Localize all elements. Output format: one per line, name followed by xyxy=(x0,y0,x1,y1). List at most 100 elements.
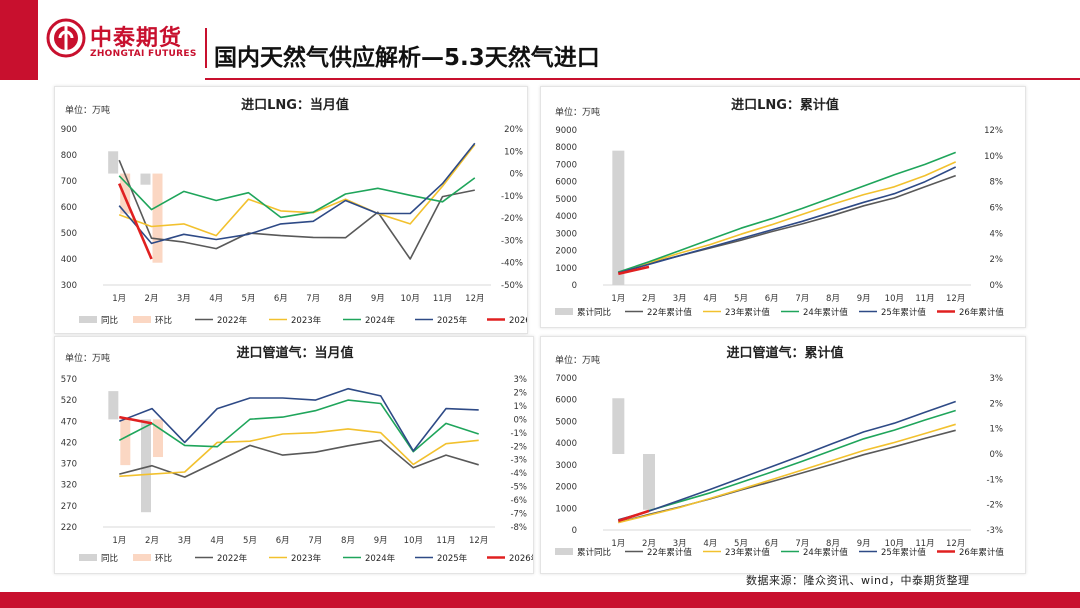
legend-label: 环比 xyxy=(155,315,172,326)
series-line-2023年 xyxy=(118,144,476,237)
x-tick-label: 6月 xyxy=(276,536,290,546)
y-tick-label: 800 xyxy=(61,151,77,161)
source-note: 数据来源：隆众资讯、wind，中泰期货整理 xyxy=(746,574,970,587)
y2-tick-label: 4% xyxy=(990,229,1004,239)
legend-label: 25年累计值 xyxy=(881,547,926,558)
x-tick-label: 11月 xyxy=(915,539,934,549)
y-tick-label: 500 xyxy=(61,229,77,239)
y2-tick-label: -6% xyxy=(510,496,527,506)
y2-tick-label: -50% xyxy=(501,281,523,291)
legend-swatch xyxy=(79,316,97,323)
x-tick-label: 10月 xyxy=(885,294,904,304)
y-tick-label: 700 xyxy=(61,177,77,187)
y-tick-label: 420 xyxy=(61,438,77,448)
legend-label: 26年累计值 xyxy=(959,307,1004,318)
y2-tick-label: 0% xyxy=(990,281,1004,291)
y2-tick-label: -10% xyxy=(501,192,523,202)
y-tick-label: 600 xyxy=(61,203,77,213)
y2-tick-label: -40% xyxy=(501,259,523,269)
y2-tick-label: -4% xyxy=(510,469,527,479)
bar-环比 xyxy=(120,419,131,466)
x-tick-label: 6月 xyxy=(765,539,779,549)
legend-label: 2026年 xyxy=(509,315,527,326)
x-tick-label: 6月 xyxy=(274,294,288,304)
legend-label: 环比 xyxy=(155,553,172,564)
y-tick-label: 7000 xyxy=(555,374,577,384)
y2-tick-label: 2% xyxy=(514,388,528,398)
y-tick-label: 4000 xyxy=(555,439,577,449)
y-tick-label: 5000 xyxy=(555,417,577,427)
series-line-2024年 xyxy=(118,399,479,453)
series-line-22年累计值 xyxy=(618,429,956,524)
y-tick-label: 900 xyxy=(61,125,77,135)
y2-tick-label: 0% xyxy=(514,415,528,425)
y-tick-label: 3000 xyxy=(555,229,577,239)
y2-tick-label: -7% xyxy=(510,510,527,520)
bar-环比 xyxy=(152,173,163,263)
legend-label: 24年累计值 xyxy=(803,307,848,318)
x-tick-label: 6月 xyxy=(765,294,779,304)
y-tick-label: 370 xyxy=(61,460,77,470)
y-tick-label: 220 xyxy=(61,523,77,533)
y2-tick-label: 1% xyxy=(990,425,1004,435)
legend-label: 累计同比 xyxy=(577,307,611,318)
x-tick-label: 12月 xyxy=(469,536,488,546)
x-tick-label: 9月 xyxy=(371,294,385,304)
brand-name: 中泰期货 xyxy=(90,26,183,51)
y-tick-label: 9000 xyxy=(555,126,577,136)
x-tick-label: 1月 xyxy=(112,294,126,304)
chart-title: 进口LNG：当月值 xyxy=(241,97,349,113)
legend-swatch xyxy=(555,308,573,315)
series-line-2022年 xyxy=(118,159,475,260)
page-title: 国内天然气供应解析—5.3天然气进口 xyxy=(214,45,600,71)
x-tick-label: 8月 xyxy=(826,539,840,549)
y-tick-label: 320 xyxy=(61,481,77,491)
y-tick-label: 1000 xyxy=(555,504,577,514)
x-tick-label: 1月 xyxy=(611,539,625,549)
series-line-24年累计值 xyxy=(618,151,956,273)
legend-label: 同比 xyxy=(101,315,118,326)
legend-label: 2022年 xyxy=(217,315,248,326)
series-line-2025年 xyxy=(118,142,476,245)
chart-title: 进口管道气：累计值 xyxy=(726,345,843,361)
legend-label: 2025年 xyxy=(437,315,468,326)
y-tick-label: 6000 xyxy=(555,178,577,188)
legend-label: 2023年 xyxy=(291,553,322,564)
unit-label: 单位：万吨 xyxy=(65,352,110,364)
x-tick-label: 12月 xyxy=(465,294,484,304)
series-line-25年累计值 xyxy=(618,166,957,274)
y-tick-label: 6000 xyxy=(555,396,577,406)
unit-label: 单位：万吨 xyxy=(555,354,600,366)
y-tick-label: 3000 xyxy=(555,461,577,471)
legend-swatch xyxy=(555,548,573,555)
x-tick-label: 5月 xyxy=(734,294,748,304)
y2-tick-label: -1% xyxy=(510,429,527,439)
x-tick-label: 3月 xyxy=(673,294,687,304)
bar-环比 xyxy=(120,173,131,214)
x-tick-label: 5月 xyxy=(242,294,256,304)
x-tick-label: 11月 xyxy=(915,294,934,304)
series-line-2024年 xyxy=(118,175,476,219)
x-tick-label: 10月 xyxy=(404,536,423,546)
legend-label: 2022年 xyxy=(217,553,248,564)
bar-累计同比 xyxy=(643,454,655,510)
y-tick-label: 470 xyxy=(61,417,77,427)
x-tick-label: 3月 xyxy=(673,539,687,549)
bar-累计同比 xyxy=(612,150,625,285)
legend-label: 24年累计值 xyxy=(803,547,848,558)
legend-label: 2025年 xyxy=(437,553,468,564)
x-tick-label: 2月 xyxy=(145,294,159,304)
series-line-2022年 xyxy=(119,439,479,478)
legend-label: 26年累计值 xyxy=(959,547,1004,558)
x-tick-label: 3月 xyxy=(177,294,191,304)
y2-tick-label: 6% xyxy=(990,204,1004,214)
series-line-24年累计值 xyxy=(618,409,956,522)
brand-name-en: ZHONGTAI FUTURES xyxy=(90,49,197,59)
footer-bar xyxy=(0,592,1080,608)
x-tick-label: 1月 xyxy=(112,536,126,546)
y-tick-label: 520 xyxy=(61,396,77,406)
chart-lng-monthly: 进口LNG：当月值 单位：万吨 300 400 500 600 700 800 900 -50% -… xyxy=(61,97,527,326)
legend-label: 25年累计值 xyxy=(881,307,926,318)
header-divider xyxy=(205,28,207,68)
chart-panel-pipeline-cumulative: 进口管道气：累计值 单位：万吨 0 1000 2000 3000 4000 5000 6000 7… xyxy=(540,336,1026,574)
